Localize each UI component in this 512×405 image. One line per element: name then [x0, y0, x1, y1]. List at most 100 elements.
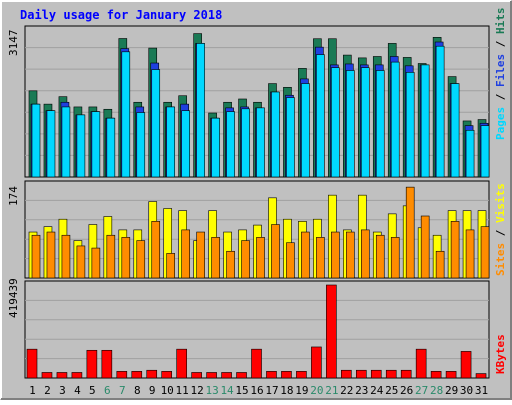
bar-kbytes-day-3	[56, 372, 68, 379]
day-label-1: 1	[29, 384, 36, 397]
bar-pages-day-14	[226, 111, 235, 178]
bar-sites-day-14	[226, 250, 235, 279]
legend-separator: /	[494, 223, 507, 243]
bar-sites-day-20	[316, 237, 325, 279]
bar-pages-day-5	[91, 111, 101, 178]
bar-pages-day-9	[151, 69, 161, 178]
bar-kbytes-day-17	[266, 371, 277, 379]
bar-sites-day-30	[465, 229, 475, 279]
kbytes-panel	[24, 280, 490, 379]
bar-sites-day-17	[271, 224, 280, 279]
day-labels: 1 2 3 4 5 6 7 8 9 10 11 12 13 14 15 16 17 18 19 20 21 22 23 24 2…	[29, 384, 488, 397]
day-label-14: 14	[220, 384, 234, 397]
bar-sites-day-9	[151, 221, 161, 279]
bar-sites-day-13	[211, 237, 220, 279]
bar-pages-day-15	[241, 108, 250, 178]
bar-sites-day-1	[31, 234, 41, 279]
bar-kbytes-day-14	[221, 372, 232, 379]
day-label-8: 8	[134, 384, 141, 397]
bar-pages-day-3	[61, 106, 71, 178]
bar-pages-day-28	[435, 45, 445, 178]
chart-title: Daily usage for January 2018	[20, 8, 222, 22]
day-label-2: 2	[44, 384, 51, 397]
bar-kbytes-day-10	[161, 371, 173, 379]
bar-sites-day-2	[46, 231, 56, 279]
bar-pages-day-6	[106, 117, 116, 178]
mid-max-label: 174	[7, 186, 20, 206]
top-max-label: 3147	[7, 30, 20, 57]
bar-kbytes-day-22	[341, 369, 352, 379]
legend-hits: Hits	[494, 8, 507, 35]
bar-kbytes-day-31	[475, 373, 487, 379]
bar-pages-day-11	[181, 110, 190, 178]
mid-legend: Sites / Visits	[494, 183, 507, 276]
legend-pages: Pages	[494, 107, 507, 140]
bar-kbytes-day-26	[400, 369, 412, 379]
bar-pages-day-31	[480, 125, 490, 178]
bar-pages-day-21	[331, 67, 340, 178]
day-label-25: 25	[385, 384, 398, 397]
bar-pages-day-17	[271, 91, 280, 178]
bar-sites-day-11	[181, 229, 190, 279]
day-label-7: 7	[119, 384, 126, 397]
bar-kbytes-day-25	[385, 369, 397, 379]
day-label-19: 19	[295, 384, 308, 397]
bar-sites-day-23	[360, 229, 370, 279]
day-label-16: 16	[250, 384, 263, 397]
bar-pages-day-22	[346, 70, 355, 178]
bar-kbytes-day-15	[236, 372, 247, 379]
bar-kbytes-day-12	[191, 372, 202, 379]
bar-pages-day-2	[46, 110, 56, 178]
bar-pages-day-7	[121, 51, 131, 178]
bar-kbytes-day-18	[281, 371, 292, 379]
day-label-17: 17	[265, 384, 278, 397]
legend-files: Files	[494, 54, 507, 87]
day-label-9: 9	[149, 384, 156, 397]
bar-pages-day-26	[405, 72, 415, 178]
legend-separator: /	[494, 87, 507, 107]
bar-sites-day-27	[420, 215, 430, 279]
bar-pages-day-10	[166, 106, 176, 178]
day-label-28: 28	[430, 384, 443, 397]
top-legend: Pages / Files / Hits	[494, 8, 507, 141]
bar-pages-day-4	[76, 114, 86, 178]
bar-pages-day-8	[136, 112, 146, 178]
bar-sites-day-26	[405, 186, 415, 279]
bar-kbytes-day-28	[430, 371, 442, 379]
day-label-24: 24	[370, 384, 384, 397]
bar-sites-day-10	[166, 253, 176, 279]
day-label-6: 6	[104, 384, 111, 397]
bar-sites-day-4	[76, 245, 86, 279]
bar-sites-day-18	[286, 242, 295, 279]
bar-kbytes-day-23	[355, 369, 367, 379]
day-label-12: 12	[191, 384, 204, 397]
bar-pages-day-1	[31, 103, 41, 178]
day-label-22: 22	[340, 384, 353, 397]
bar-kbytes-day-5	[86, 349, 98, 379]
legend-visits: Visits	[494, 183, 507, 223]
bar-kbytes-day-11	[176, 348, 187, 379]
bar-sites-day-15	[241, 240, 250, 279]
bar-sites-day-5	[91, 247, 101, 279]
bar-sites-day-6	[106, 234, 116, 279]
bar-sites-day-8	[136, 240, 146, 279]
day-label-15: 15	[235, 384, 248, 397]
day-label-21: 21	[325, 384, 338, 397]
day-label-18: 18	[280, 384, 293, 397]
day-label-31: 31	[475, 384, 488, 397]
bar-sites-day-12	[196, 231, 205, 279]
bar-pages-day-24	[375, 70, 385, 178]
day-label-27: 27	[415, 384, 428, 397]
bar-sites-day-3	[61, 234, 71, 279]
legend-kbytes: KBytes	[494, 334, 507, 374]
day-label-30: 30	[460, 384, 473, 397]
bar-kbytes-day-4	[71, 372, 83, 379]
bar-pages-day-20	[316, 54, 325, 178]
day-label-11: 11	[176, 384, 189, 397]
day-label-26: 26	[400, 384, 413, 397]
bar-pages-day-27	[420, 64, 430, 178]
bar-pages-day-18	[286, 97, 295, 178]
